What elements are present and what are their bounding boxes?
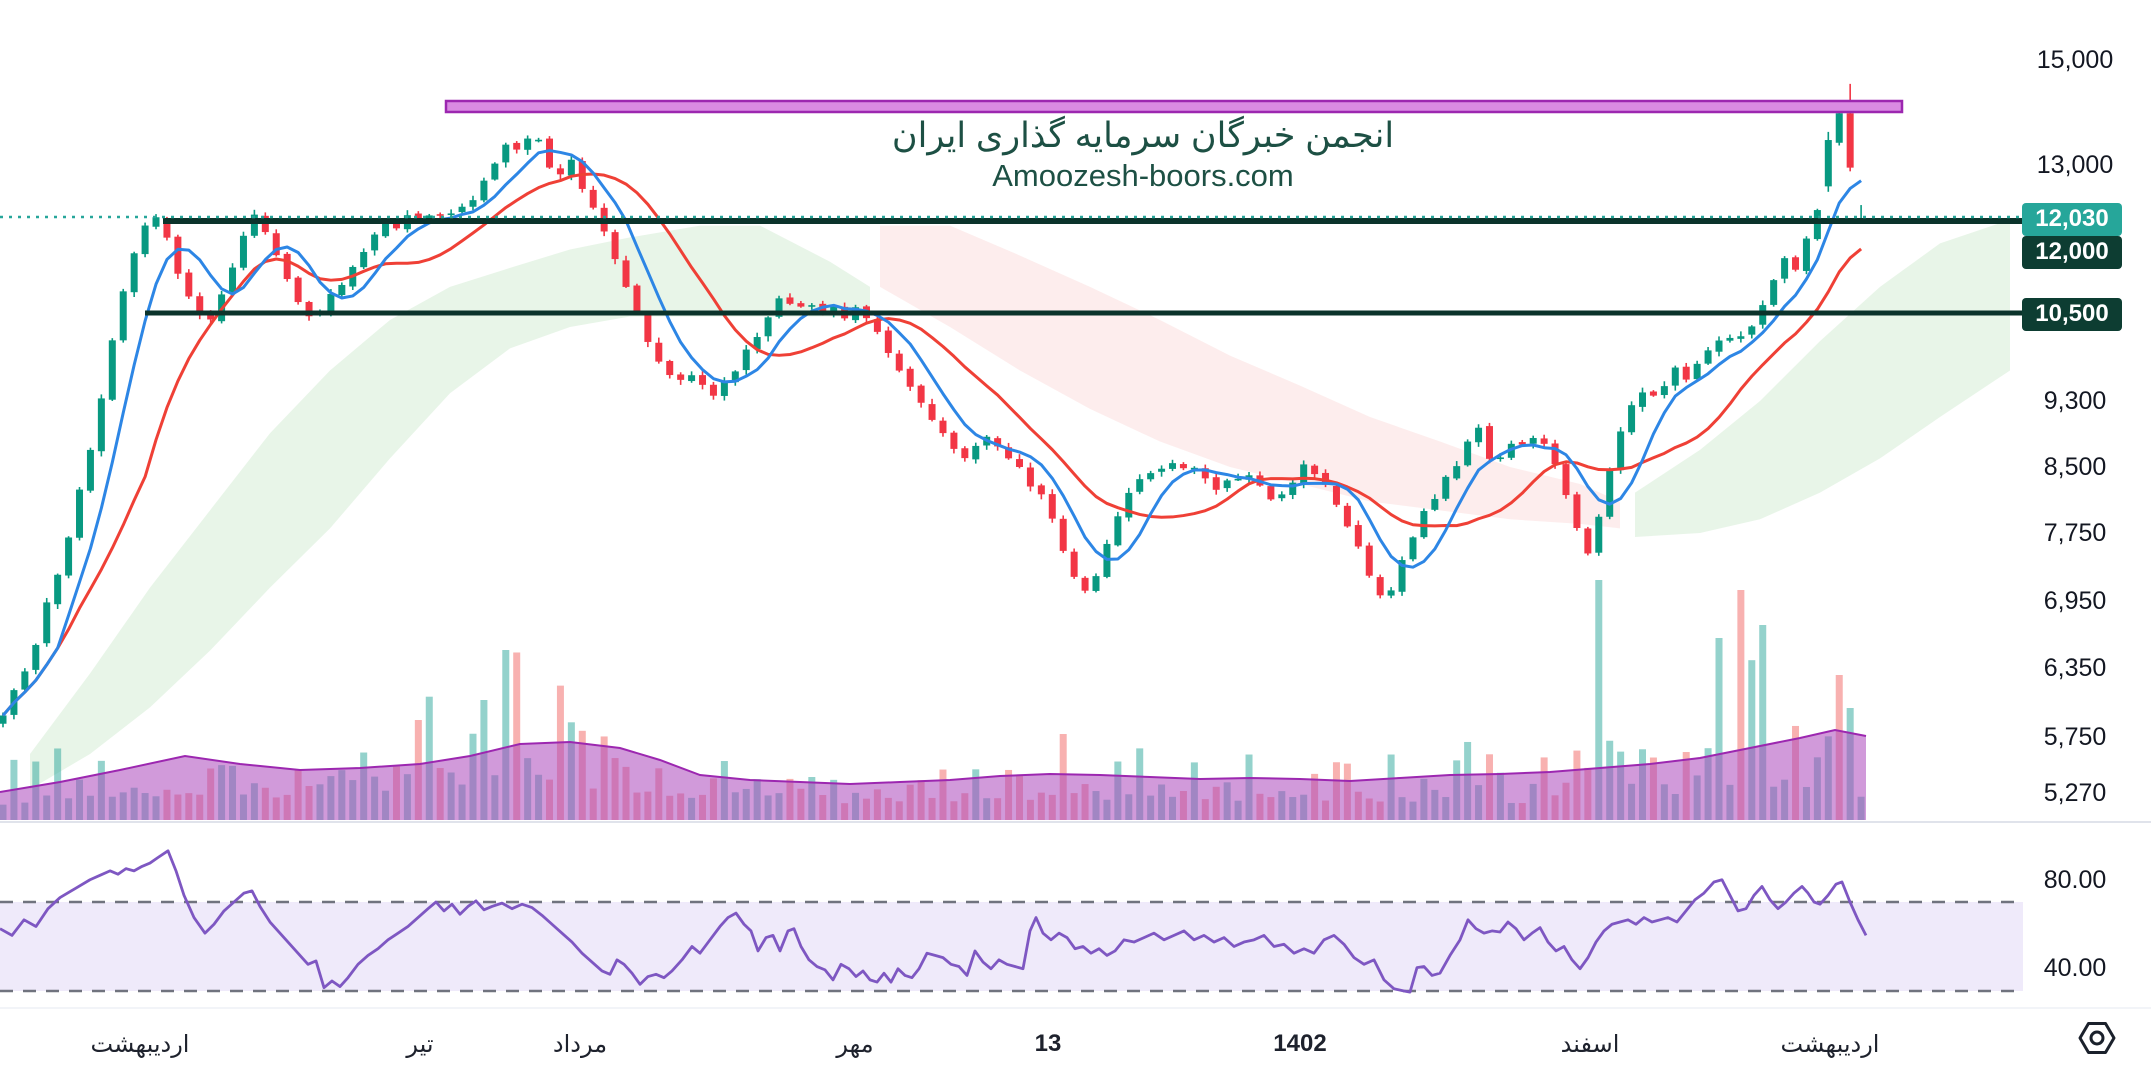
hexagon-outline [2078,1022,2116,1054]
rsi-label: 40.00 [2043,954,2107,982]
time-label: اردیبهشت [90,1031,190,1058]
watermark-line2: Amoozesh-boors.com [992,158,1294,193]
price-badge: 12,000 [2022,235,2122,269]
time-label: مرداد [552,1031,608,1058]
price-label: 6,950 [2043,587,2107,615]
time-label: اسفند [1560,1031,1620,1058]
watermark: انجمن خبرگان سرمایه گذاری ایران Amoozesh… [743,116,1543,194]
price-badge: 12,030 [2022,202,2122,236]
price-badge: 10,500 [2022,297,2122,331]
price-label: 6,350 [2043,654,2107,682]
price-label: 7,750 [2043,519,2107,547]
time-label: 13 [1034,1030,1062,1057]
hexagon-circle [2089,1030,2105,1046]
watermark-line1: انجمن خبرگان سرمایه گذاری ایران [891,116,1395,155]
time-label: مهر [836,1031,874,1058]
price-label: 13,000 [2036,151,2114,179]
price-label: 5,750 [2043,723,2107,751]
price-label: 8,500 [2043,453,2107,481]
price-label: 5,270 [2043,779,2107,807]
price-label: 9,300 [2043,387,2107,415]
manage-layouts-hexagon-icon[interactable] [2077,1019,2117,1059]
rsi-label: 80.00 [2043,866,2107,894]
time-label: اردیبهشت [1780,1031,1880,1058]
time-label: 1402 [1273,1030,1327,1057]
price-label: 15,000 [2036,46,2114,74]
time-label: تیر [406,1031,434,1058]
